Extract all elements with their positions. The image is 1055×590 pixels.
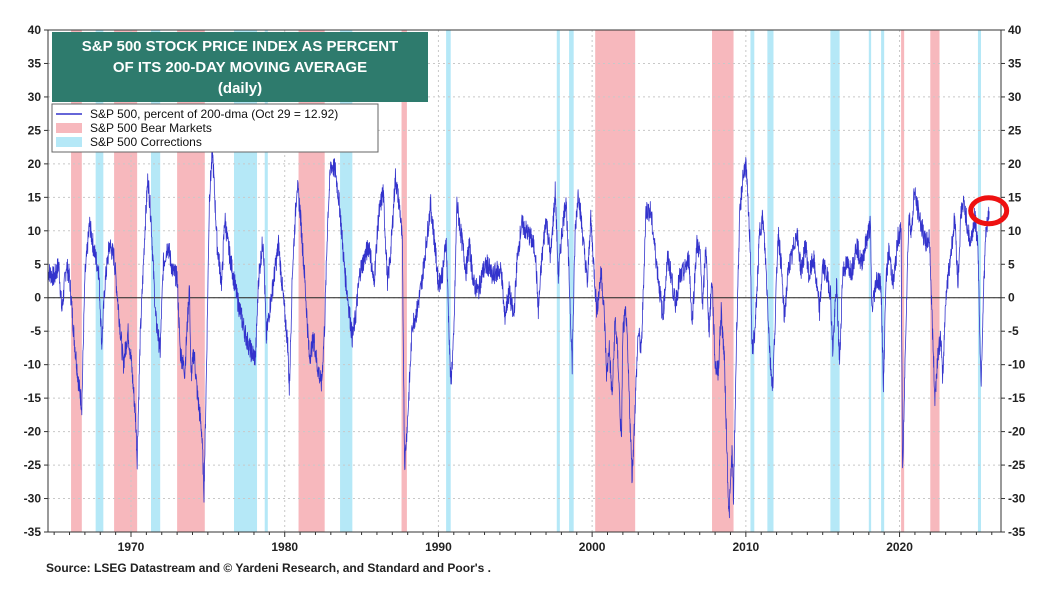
- bear-band-8: [930, 30, 940, 532]
- title-line-3: (daily): [218, 80, 262, 97]
- legend-item-bear: S&P 500 Bear Markets: [90, 121, 212, 135]
- legend-item-series: S&P 500, percent of 200-dma (Oct 29 = 12…: [90, 107, 338, 121]
- correction-band-13: [977, 30, 982, 532]
- y-tick-left-4: 20: [28, 157, 42, 171]
- annotation-circle: [968, 195, 1010, 227]
- y-tick-left-11: -15: [24, 391, 42, 405]
- y-tick-left-1: 35: [28, 56, 42, 70]
- y-tick-left-5: 15: [28, 190, 42, 204]
- correction-band-3: [264, 30, 268, 532]
- y-tick-right-13: -25: [1008, 458, 1026, 472]
- bear-band-4: [401, 30, 407, 532]
- y-tick-left-14: -30: [24, 492, 42, 506]
- y-tick-left-6: 10: [28, 224, 42, 238]
- bear-band-5: [595, 30, 636, 532]
- correction-band-1: [150, 30, 161, 532]
- correction-band-2: [233, 30, 258, 532]
- y-tick-left-9: -5: [30, 324, 41, 338]
- correction-band-9: [767, 30, 774, 532]
- y-tick-right-2: 30: [1008, 90, 1022, 104]
- correction-band-10: [830, 30, 840, 532]
- x-tick-4: 2010: [732, 540, 759, 554]
- correction-band-8: [750, 30, 755, 532]
- y-tick-right-5: 15: [1008, 190, 1022, 204]
- y-tick-right-4: 20: [1008, 157, 1022, 171]
- y-tick-right-3: 25: [1008, 123, 1022, 137]
- bear-band-0: [71, 30, 82, 532]
- correction-band-12: [881, 30, 885, 532]
- y-tick-left-3: 25: [28, 123, 42, 137]
- y-tick-right-0: 40: [1008, 23, 1022, 37]
- y-tick-left-10: -10: [24, 358, 42, 372]
- correction-band-11: [868, 30, 872, 532]
- legend-item-correction: S&P 500 Corrections: [90, 135, 202, 149]
- legend-correction-swatch: [56, 137, 82, 147]
- x-tick-2: 1990: [425, 540, 452, 554]
- bear-band-7: [901, 30, 905, 532]
- y-tick-right-10: -10: [1008, 358, 1026, 372]
- legend: S&P 500, percent of 200-dma (Oct 29 = 12…: [51, 103, 379, 153]
- y-tick-left-12: -20: [24, 425, 42, 439]
- x-tick-0: 1970: [118, 540, 145, 554]
- legend-bear-swatch: [56, 123, 82, 133]
- bear-band-6: [712, 30, 734, 532]
- y-tick-left-8: 0: [34, 291, 41, 305]
- source-note: Source: LSEG Datastream and © Yardeni Re…: [46, 561, 491, 575]
- y-tick-left-2: 30: [28, 90, 42, 104]
- title-line-2: OF ITS 200-DAY MOVING AVERAGE: [113, 59, 367, 76]
- y-tick-right-12: -20: [1008, 425, 1026, 439]
- y-tick-right-11: -15: [1008, 391, 1026, 405]
- correction-band-7: [569, 30, 574, 532]
- plot-frame: [47, 29, 1002, 533]
- title-box: S&P 500 STOCK PRICE INDEX AS PERCENT OF …: [52, 32, 428, 102]
- y-tick-right-14: -30: [1008, 492, 1026, 506]
- y-tick-right-15: -35: [1008, 525, 1026, 539]
- x-tick-1: 1980: [271, 540, 298, 554]
- series-line: [47, 141, 990, 519]
- y-tick-left-13: -25: [24, 458, 42, 472]
- x-tick-5: 2020: [886, 540, 913, 554]
- y-tick-right-1: 35: [1008, 56, 1022, 70]
- x-tick-3: 2000: [579, 540, 606, 554]
- y-tick-left-0: 40: [28, 23, 42, 37]
- y-tick-right-6: 10: [1008, 224, 1022, 238]
- title-line-1: S&P 500 STOCK PRICE INDEX AS PERCENT: [82, 38, 398, 55]
- y-tick-right-7: 5: [1008, 257, 1015, 271]
- correction-band-5: [446, 30, 451, 532]
- y-tick-right-9: -5: [1008, 324, 1019, 338]
- y-tick-right-8: 0: [1008, 291, 1015, 305]
- y-tick-left-15: -35: [24, 525, 42, 539]
- y-tick-left-7: 5: [34, 257, 41, 271]
